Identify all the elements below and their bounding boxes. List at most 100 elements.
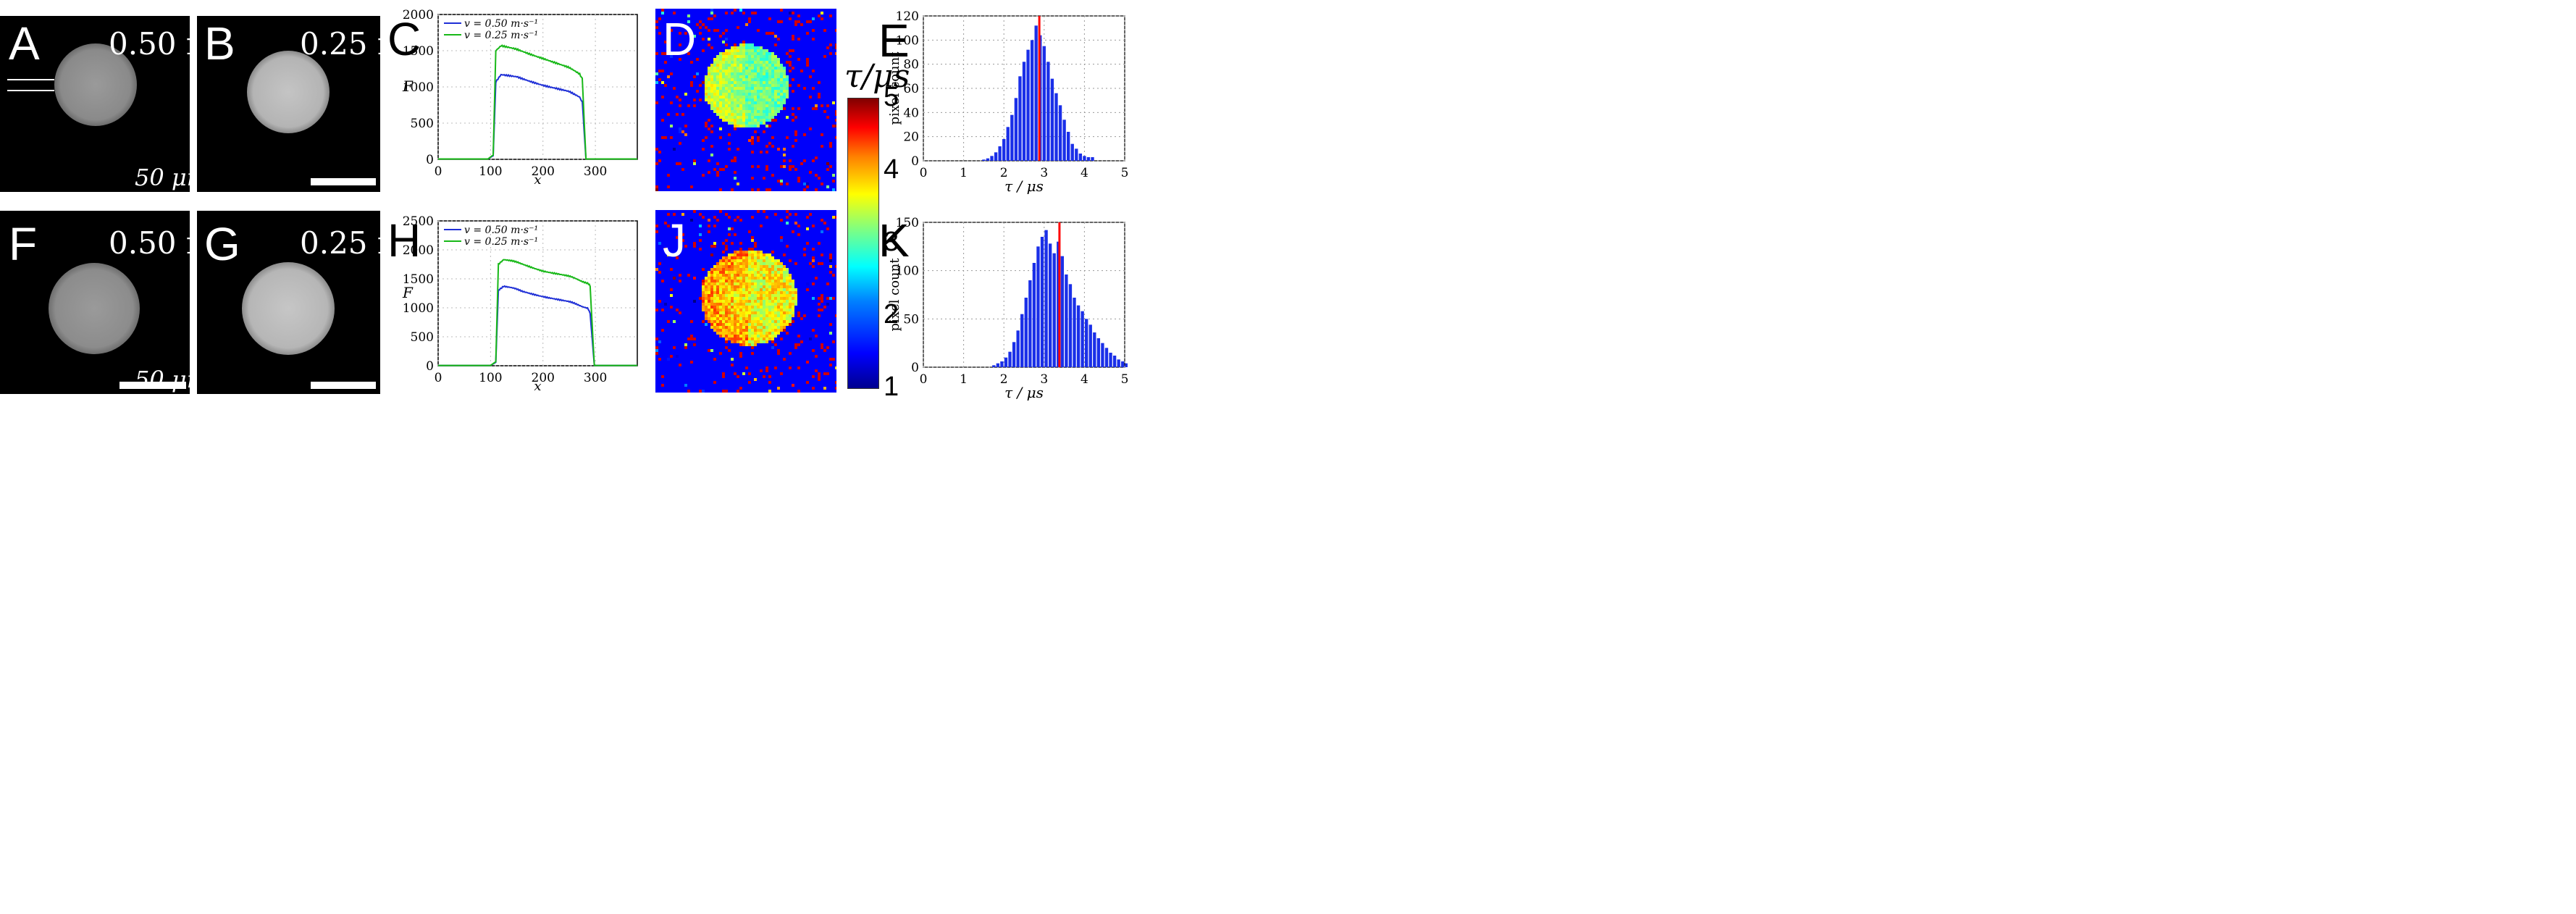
map-pixel (783, 81, 786, 84)
map-pixel (710, 326, 713, 329)
map-pixel (722, 81, 725, 84)
x-tick-label: 200 (532, 164, 555, 179)
map-noise-pixel (757, 165, 760, 168)
map-noise-pixel (826, 346, 829, 349)
map-pixel (742, 96, 745, 98)
map-pixel (731, 119, 734, 122)
map-pixel (783, 303, 786, 306)
map-pixel (783, 282, 786, 285)
x-tick-label: 100 (479, 371, 502, 385)
map-noise-pixel (661, 136, 664, 139)
map-pixel (780, 101, 783, 104)
map-pixel (734, 87, 737, 90)
map-pixel (786, 323, 789, 326)
map-pixel (754, 55, 757, 58)
map-pixel (705, 306, 708, 309)
map-pixel (771, 268, 774, 271)
map-pixel (748, 64, 751, 67)
map-noise-pixel (780, 372, 783, 375)
map-pixel (739, 309, 742, 311)
map-pixel (731, 340, 734, 343)
lifetime-map-image-J (655, 210, 838, 393)
map-noise-pixel (797, 366, 800, 369)
map-noise-pixel (826, 41, 829, 43)
histogram-bar (1040, 237, 1044, 367)
histogram-bar (1117, 359, 1120, 367)
map-pixel (742, 294, 745, 297)
map-pixel (728, 110, 731, 113)
map-pixel (757, 93, 760, 96)
map-pixel (760, 274, 763, 277)
map-pixel (789, 280, 792, 282)
map-noise-pixel (832, 46, 835, 49)
map-noise-pixel (763, 177, 765, 180)
map-noise-pixel (728, 216, 731, 219)
map-noise-pixel (655, 162, 658, 165)
map-pixel (725, 306, 728, 309)
map-noise-pixel (705, 125, 708, 127)
map-pixel (737, 259, 739, 262)
map-noise-pixel (789, 168, 792, 171)
map-pixel (719, 64, 722, 67)
map-pixel (760, 55, 763, 58)
map-pixel (708, 87, 710, 90)
map-pixel (702, 285, 705, 288)
map-pixel (745, 125, 748, 127)
map-noise-pixel (687, 390, 690, 393)
map-pixel (786, 291, 789, 294)
map-pixel (748, 300, 751, 303)
map-pixel (771, 90, 774, 93)
map-noise-pixel (823, 387, 826, 390)
map-noise-pixel (681, 113, 684, 116)
map-noise-pixel (751, 142, 754, 145)
map-pixel (760, 297, 763, 300)
map-pixel (702, 282, 705, 285)
map-noise-pixel (751, 216, 754, 219)
map-noise-pixel (661, 309, 664, 311)
map-pixel (760, 340, 763, 343)
map-pixel (783, 326, 786, 329)
map-pixel (771, 317, 774, 320)
map-noise-pixel (734, 159, 737, 162)
map-pixel (742, 78, 745, 81)
map-noise-pixel (771, 174, 774, 177)
map-pixel (728, 101, 731, 104)
map-pixel (751, 70, 754, 72)
map-pixel (745, 323, 748, 326)
map-pixel (768, 256, 771, 259)
x-axis-label: x (534, 379, 541, 394)
map-noise-pixel (702, 148, 705, 151)
map-pixel (777, 101, 780, 104)
map-pixel (719, 332, 722, 335)
map-pixel (774, 323, 777, 326)
map-pixel (777, 67, 780, 70)
map-pixel (777, 78, 780, 81)
map-pixel (716, 262, 719, 265)
map-pixel (713, 323, 716, 326)
map-pixel (774, 110, 777, 113)
map-pixel (763, 259, 765, 262)
map-noise-pixel (780, 20, 783, 23)
map-pixel (716, 317, 719, 320)
map-pixel (757, 61, 760, 64)
map-pixel (725, 323, 728, 326)
map-pixel (757, 119, 760, 122)
map-pixel (748, 84, 751, 87)
map-noise-pixel (670, 136, 673, 139)
map-pixel (728, 256, 731, 259)
map-pixel (734, 306, 737, 309)
map-pixel (777, 285, 780, 288)
map-pixel (748, 306, 751, 309)
map-pixel (751, 72, 754, 75)
map-pixel (739, 265, 742, 268)
micrograph-G: G 0.25 m·s⁻¹ (197, 211, 460, 394)
map-noise-pixel (679, 162, 681, 165)
histogram-bar (1028, 280, 1032, 367)
map-pixel (710, 93, 713, 96)
y-tick-label: 50 (903, 312, 919, 327)
map-pixel (754, 70, 757, 72)
map-noise-pixel (687, 104, 690, 107)
map-pixel (754, 64, 757, 67)
map-pixel (768, 70, 771, 72)
map-pixel (768, 78, 771, 81)
